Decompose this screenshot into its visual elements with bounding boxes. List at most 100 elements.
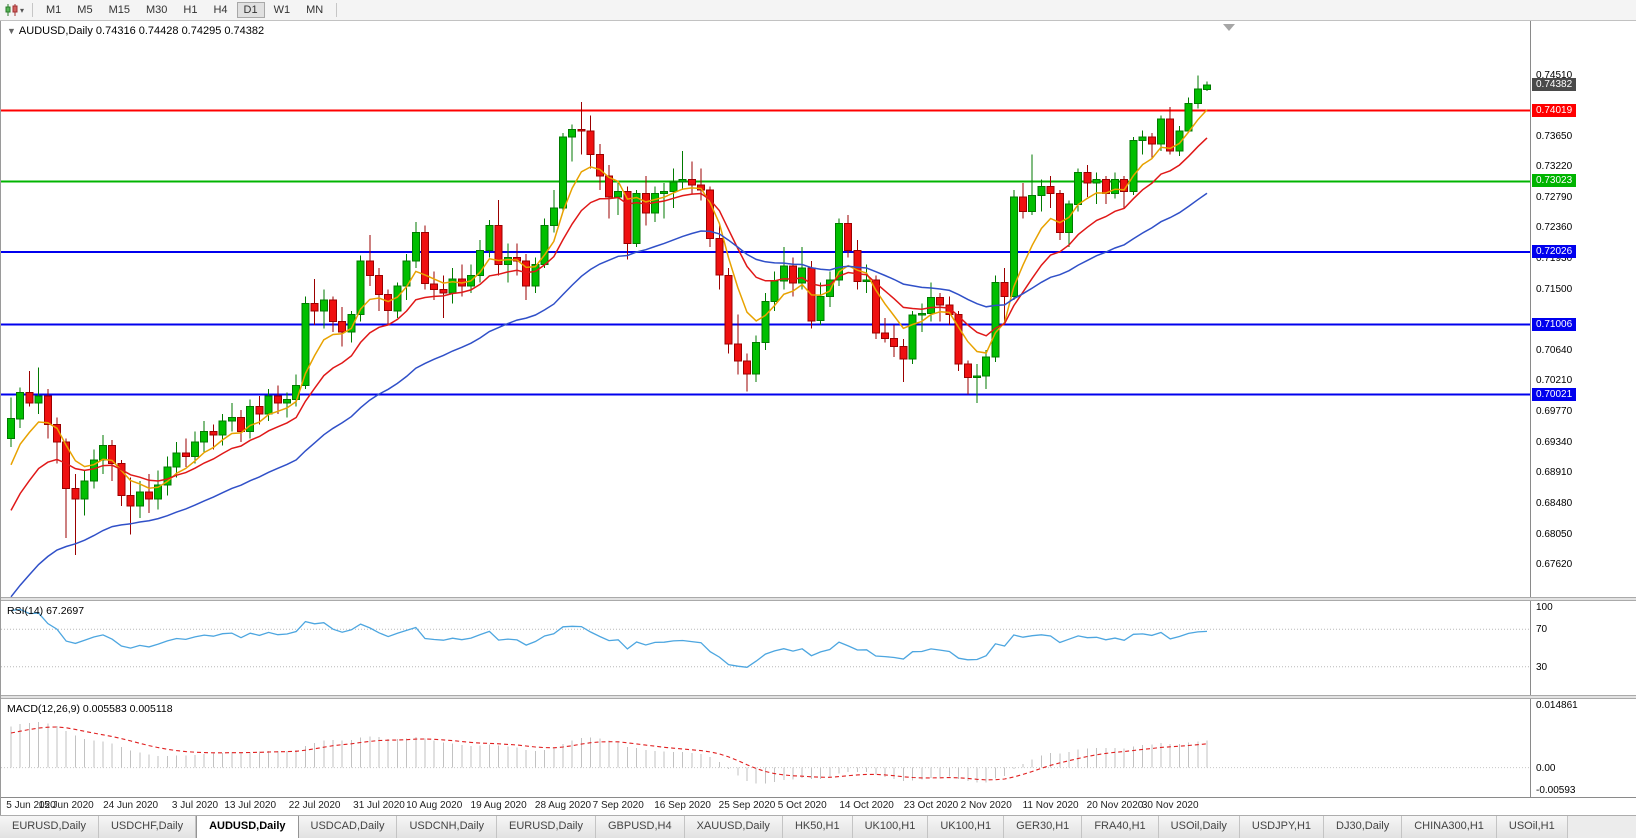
date-label: 14 Oct 2020 xyxy=(839,800,894,811)
symbol-ohlc-text: AUDUSD,Daily 0.74316 0.74428 0.74295 0.7… xyxy=(18,25,265,37)
price-level-tag[interactable]: 0.70021 xyxy=(1532,387,1577,401)
macd-panel: 0.014861 0.00 -0.00593 MACD(12,26,9) 0.005… xyxy=(1,699,1636,797)
date-label: 30 Nov 2020 xyxy=(1141,800,1199,811)
date-label: 5 Oct 2020 xyxy=(777,800,827,811)
date-label: 11 Nov 2020 xyxy=(1022,800,1079,811)
chart-tab-china300-h1[interactable]: CHINA300,H1 xyxy=(1402,816,1497,838)
price-axis-label: 0.72790 xyxy=(1536,191,1573,203)
chart-tab-usdchf-daily[interactable]: USDCHF,Daily xyxy=(98,816,197,838)
macd-plot[interactable] xyxy=(1,699,1530,797)
timeframe-buttons: M1 M5 M15 M30 H1 H4 D1 W1 MN xyxy=(38,2,331,18)
current-price-tag: 0.74382 xyxy=(1532,77,1577,91)
macd-axis[interactable]: 0.014861 0.00 -0.00593 xyxy=(1530,699,1636,797)
collapse-triangle-icon[interactable]: ▼ xyxy=(7,26,16,36)
rsi-line xyxy=(10,608,1208,668)
price-axis-label: 0.68480 xyxy=(1536,498,1573,509)
chart-area: 0.74510 0.73650 0.73220 0.72790 0.72360 0.719… xyxy=(0,21,1636,815)
candles xyxy=(7,75,1211,556)
timeframe-button-m1[interactable]: M1 xyxy=(46,4,62,16)
main-chart-panel: 0.74510 0.73650 0.73220 0.72790 0.72360 0.719… xyxy=(1,21,1636,597)
date-label: 13 Jul 2020 xyxy=(224,800,277,811)
timeframe-button-m30[interactable]: M30 xyxy=(145,4,168,16)
chart-symbol-ohlc-label: ▼ AUDUSD,Daily 0.74316 0.74428 0.74295 0.… xyxy=(7,25,264,37)
time-axis[interactable]: 5 Jun 2020 15 Jun 2020 24 Jun 2020 3 Jul 20… xyxy=(1,797,1636,815)
price-axis-label: 0.73650 xyxy=(1536,130,1573,142)
macd-axis-label: 0.014861 xyxy=(1536,700,1578,711)
chart-tab-ger30-h1[interactable]: GER30,H1 xyxy=(1004,816,1083,838)
macd-signal-line xyxy=(10,726,1208,781)
price-axis[interactable]: 0.74510 0.73650 0.73220 0.72790 0.72360 0.719… xyxy=(1530,21,1636,597)
chart-tab-bar: EURUSD,Daily USDCHF,Daily AUDUSD,Daily USDC… xyxy=(0,815,1636,838)
timeframe-button-m15[interactable]: M15 xyxy=(108,4,130,16)
date-label: 19 Aug 2020 xyxy=(470,800,527,811)
price-axis-label: 0.70640 xyxy=(1536,344,1573,356)
rsi-indicator-label: RSI(14) 67.2697 xyxy=(7,605,85,617)
price-axis-label: 0.71930 xyxy=(1536,252,1573,264)
date-label: 2 Nov 2020 xyxy=(960,800,1012,811)
price-level-tag[interactable]: 0.71006 xyxy=(1532,317,1577,331)
rsi-axis-label: 30 xyxy=(1536,661,1548,673)
main-chart-plot[interactable] xyxy=(1,21,1530,597)
chart-tab-fra40-h1[interactable]: FRA40,H1 xyxy=(1082,816,1159,838)
price-level-tag[interactable]: 0.72026 xyxy=(1532,245,1577,259)
chart-tab-gbpusd-h4[interactable]: GBPUSD,H4 xyxy=(596,816,685,838)
price-level-tag[interactable]: 0.74019 xyxy=(1532,103,1577,117)
chart-tab-eurusd-daily[interactable]: EURUSD,Daily xyxy=(0,816,99,838)
date-label: 10 Aug 2020 xyxy=(406,800,463,811)
date-label: 31 Jul 2020 xyxy=(353,800,405,811)
main-chart-canvas[interactable] xyxy=(1,21,1530,597)
level-lines[interactable] xyxy=(1,109,1530,396)
macd-canvas[interactable] xyxy=(1,699,1530,797)
price-level-tag[interactable]: 0.73023 xyxy=(1532,174,1577,188)
chart-tab-xauusd-daily[interactable]: XAUUSD,Daily xyxy=(684,816,783,838)
chart-shift-marker[interactable] xyxy=(1223,24,1235,31)
rsi-panel: 100 70 30 RSI(14) 67.2697 xyxy=(1,601,1636,695)
price-axis-label: 0.68910 xyxy=(1536,467,1573,479)
macd-axis-label: -0.00593 xyxy=(1536,785,1576,796)
timeframe-button-m5[interactable]: M5 xyxy=(77,4,93,16)
rsi-level-lines xyxy=(1,628,1530,668)
rsi-canvas[interactable] xyxy=(1,601,1530,695)
date-label: 22 Jul 2020 xyxy=(288,800,341,811)
chart-tab-audusd-daily[interactable]: AUDUSD,Daily xyxy=(196,816,299,838)
chart-tab-usdcad-daily[interactable]: USDCAD,Daily xyxy=(298,816,398,838)
date-label: 5 Jun 2020 xyxy=(6,800,56,811)
candlestick-chart-icon[interactable] xyxy=(5,4,19,16)
rsi-plot[interactable] xyxy=(1,601,1530,695)
panel-divider[interactable] xyxy=(1,695,1636,699)
chart-tab-uk100-h1[interactable]: UK100,H1 xyxy=(852,816,929,838)
rsi-axis[interactable]: 100 70 30 xyxy=(1530,601,1636,695)
macd-histogram xyxy=(10,722,1208,784)
date-label: 28 Aug 2020 xyxy=(534,800,592,811)
chart-tab-usoil-daily[interactable]: USOil,Daily xyxy=(1158,816,1240,838)
date-label: 16 Sep 2020 xyxy=(654,800,711,811)
timeframe-button-mn[interactable]: MN xyxy=(306,4,324,16)
price-axis-label: 0.70210 xyxy=(1536,375,1573,387)
date-label: 23 Oct 2020 xyxy=(903,800,959,811)
price-axis-label: 0.72360 xyxy=(1536,222,1573,234)
rsi-axis-label: 100 xyxy=(1536,602,1553,613)
chart-tab-eurusd-daily[interactable]: EURUSD,Daily xyxy=(497,816,596,838)
chart-tab-dj30-daily[interactable]: DJ30,Daily xyxy=(1324,816,1403,838)
chart-type-dropdown-icon[interactable]: ▾ xyxy=(20,5,25,15)
timeframe-button-w1[interactable]: W1 xyxy=(273,4,291,16)
timeframe-button-d1[interactable]: D1 xyxy=(236,2,265,18)
date-label: 15 Jun 2020 xyxy=(38,800,94,811)
timeframe-button-h1[interactable]: H1 xyxy=(183,4,198,16)
chart-tab-uk100-h1[interactable]: UK100,H1 xyxy=(928,816,1005,838)
chart-tab-usdjpy-h1[interactable]: USDJPY,H1 xyxy=(1239,816,1325,838)
chart-tab-hk50-h1[interactable]: HK50,H1 xyxy=(782,816,853,838)
price-axis-label: 0.73220 xyxy=(1536,161,1573,173)
chart-tab-usdcnh-daily[interactable]: USDCNH,Daily xyxy=(397,816,498,838)
date-label: 3 Jul 2020 xyxy=(171,800,219,811)
date-label: 25 Sep 2020 xyxy=(718,800,776,811)
timeframe-button-h4[interactable]: H4 xyxy=(213,4,228,16)
panel-divider[interactable] xyxy=(1,597,1636,601)
toolbar-separator xyxy=(32,3,34,17)
date-label: 7 Sep 2020 xyxy=(592,800,644,811)
price-axis-label: 0.69770 xyxy=(1536,406,1573,418)
toolbar-separator xyxy=(336,3,338,17)
chart-tab-usoil-h1[interactable]: USOil,H1 xyxy=(1496,816,1568,838)
macd-axis-label: 0.00 xyxy=(1536,762,1556,774)
